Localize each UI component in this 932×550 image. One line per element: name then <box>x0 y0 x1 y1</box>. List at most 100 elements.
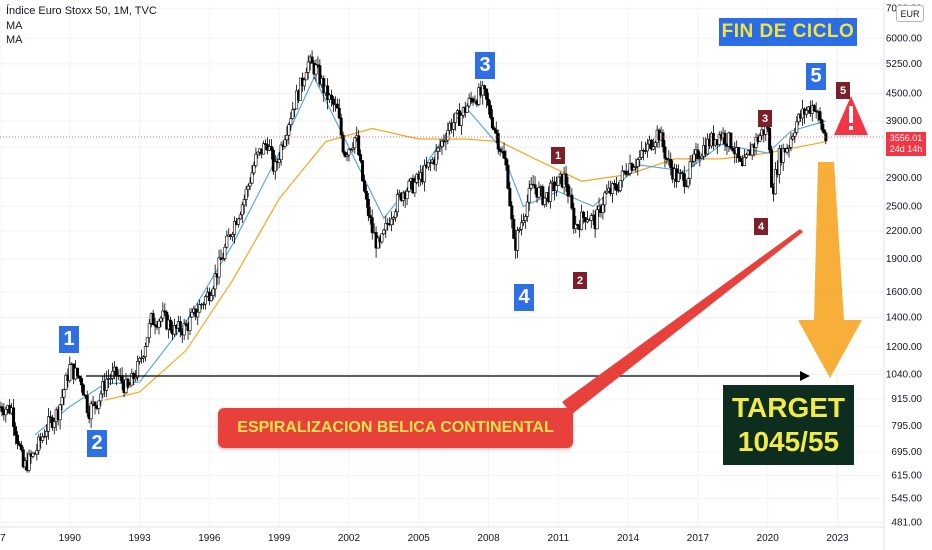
candle-body <box>580 211 584 231</box>
x-tick-label: 2011 <box>548 533 570 544</box>
candle-body <box>537 187 541 198</box>
candle-body <box>345 154 349 157</box>
candle-body <box>359 154 363 161</box>
candle-body <box>636 159 640 167</box>
candle-body <box>618 180 622 191</box>
candle-body <box>572 207 576 229</box>
candle-body <box>27 453 31 471</box>
candle-body <box>624 170 628 175</box>
candle-body <box>570 194 574 209</box>
candle-body <box>339 117 343 136</box>
candle-body <box>244 188 248 200</box>
candle-body <box>252 165 256 174</box>
candle-body <box>141 356 145 359</box>
candle-body <box>556 176 560 186</box>
candle-body <box>483 85 487 90</box>
candle-body <box>521 220 525 224</box>
x-tick-label: 2002 <box>338 533 361 544</box>
candle-body <box>35 450 39 455</box>
ma-slow-path <box>104 127 826 401</box>
candle-body <box>488 105 492 118</box>
candle-body <box>76 367 80 377</box>
candle-body <box>459 115 463 126</box>
price-axis[interactable]: 481.00 545.00 615.00 695.00 795.00 915.00 1040… <box>883 0 923 550</box>
candle-body <box>696 149 700 159</box>
candle-body <box>523 216 527 221</box>
candle-body <box>46 416 50 432</box>
candle-body <box>223 246 227 259</box>
candle-body <box>469 97 473 100</box>
candle-body <box>717 134 721 145</box>
candle-body <box>273 161 277 172</box>
candle-body <box>787 147 791 149</box>
candle-body <box>362 180 366 192</box>
y-tick-label: 6000.00 <box>886 33 923 44</box>
candle-body <box>485 88 489 100</box>
y-tick-label: 2900.00 <box>886 173 923 184</box>
espiralizacion-callout: ESPIRALIZACION BELICA CONTINENTAL <box>218 408 573 448</box>
candle-body <box>649 139 653 150</box>
ma-indicator-1-label[interactable]: MA <box>6 20 23 32</box>
candle-body <box>677 172 681 182</box>
candle-body <box>349 148 353 151</box>
candle-body <box>680 172 684 174</box>
ma-fast-path <box>34 75 826 436</box>
y-tick-label: 2200.00 <box>886 226 923 237</box>
candle-body <box>89 403 93 420</box>
candle-body <box>582 211 586 218</box>
candles <box>0 50 828 473</box>
candle-body <box>576 224 580 226</box>
candle-body <box>395 194 399 213</box>
candle-body <box>81 384 85 396</box>
candle-body <box>444 139 448 142</box>
candle-body <box>706 138 710 155</box>
candle-body <box>390 218 394 226</box>
candle-body <box>682 173 686 187</box>
candle-body <box>161 310 165 319</box>
candle-body <box>370 217 374 233</box>
candle-body <box>393 211 397 218</box>
candle-body <box>130 373 134 386</box>
candle-body <box>77 375 81 379</box>
ma-indicator-2-label[interactable]: MA <box>6 34 23 46</box>
candle-body <box>477 87 481 105</box>
candle-body <box>392 217 396 220</box>
candle-body <box>147 323 151 339</box>
candle-body <box>611 183 615 194</box>
target-range: 1045/55 <box>737 426 840 457</box>
candle-body <box>341 134 345 153</box>
wave-label-blue-1: 1 <box>59 326 79 353</box>
y-tick-label: 545.00 <box>891 494 922 505</box>
candle-body <box>233 221 237 235</box>
candle-body <box>62 389 66 398</box>
candle-body <box>353 137 357 149</box>
candle-body <box>541 186 545 205</box>
x-tick-label: 2020 <box>757 533 780 544</box>
candle-body <box>97 400 101 409</box>
candle-body <box>99 393 103 402</box>
candle-body <box>225 235 229 248</box>
candle-body <box>634 166 638 168</box>
candle-body <box>190 311 194 318</box>
candle-body <box>366 198 370 216</box>
candle-body <box>109 378 113 380</box>
candle-body <box>519 222 523 230</box>
y-tick-label: 695.00 <box>891 447 922 458</box>
candle-body <box>277 159 281 163</box>
time-axis[interactable]: 87 1990 1993 1996 1999 2002 2005 2008 2011 2014 20… <box>0 526 884 544</box>
wave-label-maroon-1: 1 <box>551 147 565 164</box>
candle-body <box>793 132 797 137</box>
candle-body <box>15 434 19 445</box>
candle-body <box>661 132 665 148</box>
candle-body <box>238 214 242 220</box>
y-tick-label: 1600.00 <box>886 287 923 298</box>
candle-body <box>737 147 741 159</box>
candle-body <box>256 151 260 155</box>
target-box: TARGET 1045/55 <box>723 385 854 465</box>
candle-body <box>467 97 471 107</box>
candle-body <box>0 406 4 412</box>
currency-badge[interactable]: EUR <box>896 5 924 22</box>
candle-body <box>289 118 293 126</box>
candle-body <box>21 449 25 468</box>
